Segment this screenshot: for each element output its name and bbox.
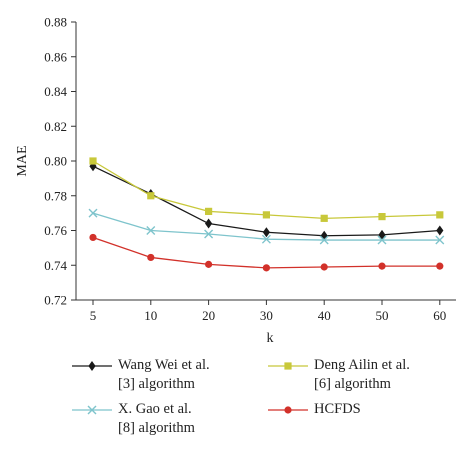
legend-label: Wang Wei et al. [3] algorithm	[118, 356, 210, 394]
legend-item: X. Gao et al. [8] algorithm	[70, 400, 195, 438]
legend-swatch	[268, 362, 308, 370]
data-point	[89, 157, 97, 165]
x-tick-label: 40	[318, 308, 331, 323]
data-point	[204, 229, 214, 239]
data-point	[205, 218, 213, 229]
data-point	[436, 262, 444, 270]
data-point	[89, 233, 97, 242]
legend-swatch	[268, 406, 308, 414]
legend-label: X. Gao et al. [8] algorithm	[118, 400, 195, 438]
legend-marker	[88, 361, 96, 371]
data-point	[435, 235, 445, 245]
legend: Wang Wei et al. [3] algorithm Deng Ailin e…	[70, 356, 470, 446]
legend-swatch	[72, 405, 112, 415]
legend-item: Deng Ailin et al. [6] algorithm	[266, 356, 410, 394]
y-tick-label: 0.76	[44, 223, 67, 238]
y-tick-label: 0.80	[44, 154, 67, 169]
x-tick-label: 5	[90, 308, 97, 323]
y-tick-label: 0.82	[44, 119, 67, 134]
series-1	[89, 161, 444, 241]
x-tick-label: 10	[144, 308, 157, 323]
series-3	[88, 208, 445, 245]
legend-label: HCFDS	[314, 400, 361, 419]
x-tick-label: 50	[376, 308, 389, 323]
x-axis-label: k	[267, 331, 274, 346]
legend-label-line: HCFDS	[314, 401, 361, 417]
x-tick-label: 30	[260, 308, 273, 323]
legend-label-line: Wang Wei et al.	[118, 357, 210, 373]
data-point	[378, 262, 386, 270]
y-tick-label: 0.72	[44, 293, 67, 308]
legend-label-line: X. Gao et al.	[118, 401, 192, 417]
data-point	[320, 214, 328, 222]
legend-label-line: Deng Ailin et al.	[314, 357, 410, 373]
legend-label-line: [3] algorithm	[118, 376, 195, 392]
chart-canvas: 0.72 0.74 0.76 0.78 0.80 0.82 0.84 0.86 0.88 5 10…	[15, 15, 456, 346]
data-point	[262, 264, 270, 272]
data-point	[261, 234, 271, 244]
y-tick-label: 0.86	[44, 49, 67, 64]
series-4	[89, 233, 444, 272]
plot-frame	[75, 22, 456, 301]
data-point	[320, 263, 328, 271]
data-point	[377, 235, 387, 245]
data-point	[436, 225, 444, 236]
legend-marker	[284, 362, 292, 370]
legend-label: Deng Ailin et al. [6] algorithm	[314, 356, 410, 394]
legend-label-line: [6] algorithm	[314, 376, 391, 392]
x-tick-label: 20	[202, 308, 215, 323]
legend-label-line: [8] algorithm	[118, 420, 195, 436]
data-point	[147, 253, 155, 262]
series-line	[92, 165, 440, 237]
data-point	[262, 227, 270, 238]
legend-item: HCFDS	[266, 400, 361, 420]
y-tick-label: 0.84	[44, 84, 67, 99]
y-tick-label: 0.88	[44, 15, 67, 30]
x-tick-label: 60	[433, 308, 446, 323]
data-point	[319, 235, 329, 245]
y-tick-label: 0.78	[44, 188, 67, 203]
data-point	[88, 208, 98, 218]
data-point	[146, 226, 156, 235]
x-axis: 5 10 20 30 40 50 60	[90, 300, 446, 323]
y-axis: 0.72 0.74 0.76 0.78 0.80 0.82 0.84 0.86 0.88	[44, 15, 76, 308]
y-tick-label: 0.74	[44, 258, 67, 273]
series-line	[92, 160, 440, 219]
legend-swatch	[72, 361, 112, 371]
series-line	[92, 236, 440, 269]
data-point	[436, 211, 444, 219]
data-point	[147, 192, 155, 200]
data-point	[89, 161, 97, 172]
series-layer	[88, 157, 445, 272]
data-point	[378, 213, 386, 221]
data-point	[205, 207, 213, 215]
data-point	[262, 211, 270, 219]
data-point	[205, 260, 213, 268]
legend-item: Wang Wei et al. [3] algorithm	[70, 356, 210, 394]
legend-marker	[87, 405, 97, 415]
legend-marker	[284, 406, 292, 414]
y-axis-label: MAE	[15, 145, 30, 176]
series-2	[89, 157, 444, 222]
